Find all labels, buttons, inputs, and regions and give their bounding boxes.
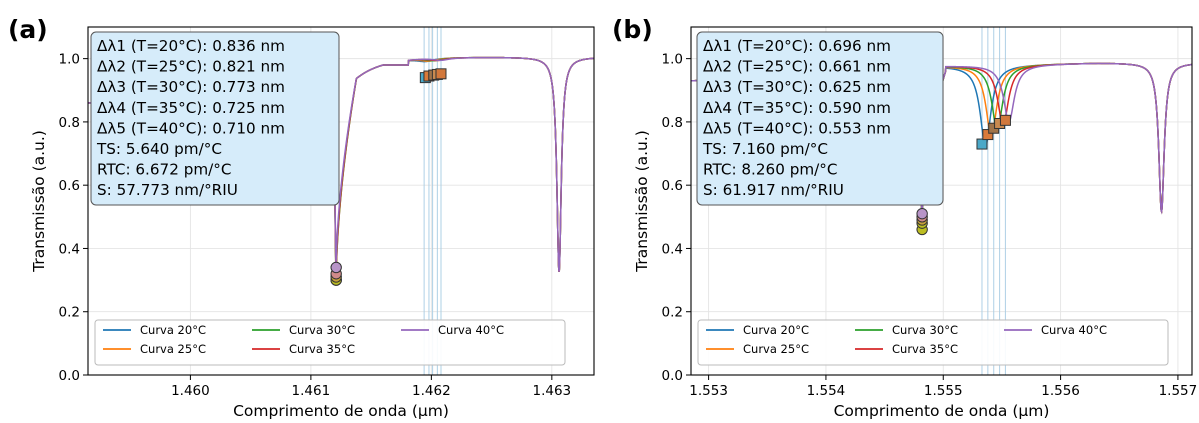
annotation-line: Δλ2 (T=25°C): 0.821 nm xyxy=(97,58,285,76)
legend-entry: Curva 35°C xyxy=(289,342,355,356)
annotation-line: TS: 5.640 pm/°C xyxy=(96,140,222,158)
legend-entry: Curva 20°C xyxy=(743,323,809,337)
annotation-line: RTC: 6.672 pm/°C xyxy=(97,161,231,179)
y-tick-label: 1.0 xyxy=(662,52,683,68)
chart-panel-b: 1.553 1.554 1.555 1.556 1.557 0.0 0.2 0.4 0.6 0.8… xyxy=(612,15,1197,420)
legend-entry: Curva 30°C xyxy=(892,323,958,337)
y-tick-label: 0.6 xyxy=(59,178,80,194)
y-tick-label: 1.0 xyxy=(59,52,80,68)
legend-entry: Curva 40°C xyxy=(438,323,504,337)
peak-marker xyxy=(982,129,994,141)
annotation-line: Δλ1 (T=20°C): 0.696 nm xyxy=(703,37,891,55)
x-tick-label: 1.553 xyxy=(689,383,728,399)
x-axis-label: Comprimento de onda (μm) xyxy=(834,402,1050,420)
x-tick-label: 1.461 xyxy=(292,383,331,399)
annotation-line: Δλ1 (T=20°C): 0.836 nm xyxy=(97,37,285,55)
y-tick-label: 0.2 xyxy=(662,305,683,321)
chart-panel-a: 1.460 1.461 1.462 1.463 0.0 0.2 0.4 0.6 0.8 1.0 Co… xyxy=(8,15,595,420)
annotation-line: Δλ3 (T=30°C): 0.773 nm xyxy=(97,78,285,96)
axes-frame xyxy=(690,26,1193,376)
dip-marker xyxy=(330,261,342,274)
legend-box xyxy=(697,319,1169,366)
y-tick-label: 0.4 xyxy=(59,241,80,257)
legend: Curva 20°C Curva 30°C Curva 40°C Curva 25°C… xyxy=(697,319,1169,366)
annotation-line: Δλ2 (T=25°C): 0.661 nm xyxy=(703,58,891,76)
y-tick-label: 0.8 xyxy=(662,115,683,131)
y-tick-label: 0.8 xyxy=(59,115,80,131)
annotation-line: Δλ5 (T=40°C): 0.553 nm xyxy=(703,119,891,137)
x-tick-label: 1.555 xyxy=(924,383,963,399)
y-tick-label: 0.0 xyxy=(662,368,683,384)
annotation-line: Δλ3 (T=30°C): 0.625 nm xyxy=(703,78,891,96)
legend-entry: Curva 25°C xyxy=(140,342,206,356)
annotation-box: Δλ1 (T=20°C): 0.696 nm Δλ2 (T=25°C): 0.66… xyxy=(696,31,944,206)
annotation-line: RTC: 8.260 pm/°C xyxy=(703,161,837,179)
axes-frame xyxy=(87,26,595,376)
y-tick-label: 0.6 xyxy=(662,178,683,194)
x-tick-label: 1.554 xyxy=(807,383,846,399)
legend: Curva 20°C Curva 30°C Curva 40°C Curva 25°C… xyxy=(94,319,566,366)
x-tick-label: 1.557 xyxy=(1159,383,1198,399)
legend-entry: Curva 40°C xyxy=(1041,323,1107,337)
y-axis-label: Transmissão (a.u.) xyxy=(633,130,651,273)
annotation-line: S: 61.917 nm/°RIU xyxy=(703,181,844,199)
legend-entry: Curva 30°C xyxy=(289,323,355,337)
dip-marker xyxy=(916,207,928,220)
annotation-line: Δλ5 (T=40°C): 0.710 nm xyxy=(97,119,285,137)
annotation-line: Δλ4 (T=35°C): 0.725 nm xyxy=(97,99,285,117)
annotation-background xyxy=(90,31,340,206)
peak-marker xyxy=(976,138,988,150)
annotation-line: TS: 7.160 pm/°C xyxy=(702,140,828,158)
legend-entry: Curva 35°C xyxy=(892,342,958,356)
y-tick-label: 0.2 xyxy=(59,305,80,321)
x-axis-label: Comprimento de onda (μm) xyxy=(233,402,449,420)
legend-entry: Curva 25°C xyxy=(743,342,809,356)
legend-box xyxy=(94,319,566,366)
annotation-line: S: 57.773 nm/°RIU xyxy=(97,181,238,199)
x-tick-label: 1.462 xyxy=(412,383,451,399)
y-axis-label: Transmissão (a.u.) xyxy=(30,130,48,273)
y-tick-label: 0.0 xyxy=(59,368,80,384)
y-tick-label: 0.4 xyxy=(662,241,683,257)
x-tick-label: 1.463 xyxy=(533,383,572,399)
peak-marker xyxy=(435,68,447,80)
x-tick-label: 1.460 xyxy=(171,383,210,399)
annotation-box: Δλ1 (T=20°C): 0.836 nm Δλ2 (T=25°C): 0.82… xyxy=(90,31,340,206)
legend-entry: Curva 20°C xyxy=(140,323,206,337)
annotation-line: Δλ4 (T=35°C): 0.590 nm xyxy=(703,99,891,117)
annotation-background xyxy=(696,31,944,206)
panel-label: (b) xyxy=(612,15,653,44)
x-tick-label: 1.556 xyxy=(1041,383,1080,399)
panel-label: (a) xyxy=(8,15,48,44)
peak-marker xyxy=(999,114,1011,126)
